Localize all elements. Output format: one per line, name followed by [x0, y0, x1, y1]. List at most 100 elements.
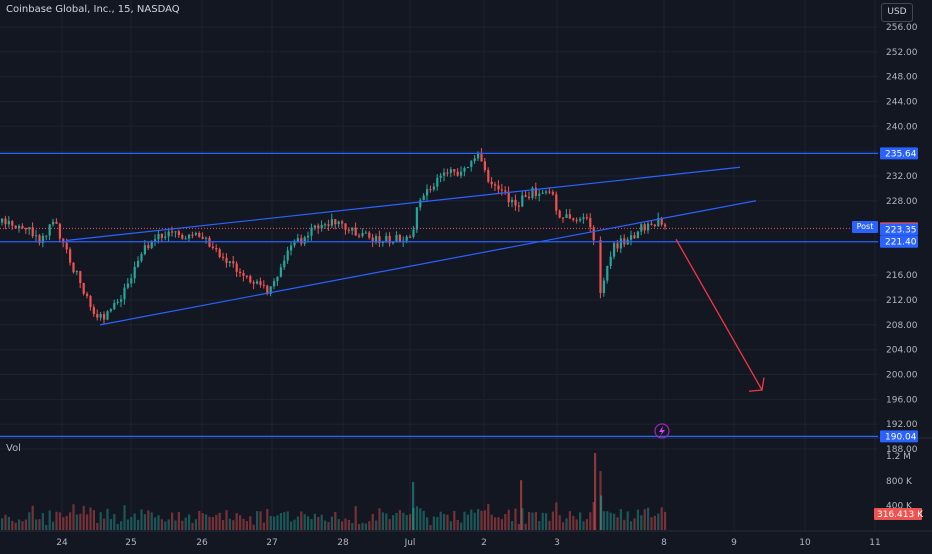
volume-label[interactable]: Vol — [6, 443, 21, 454]
candle — [28, 227, 31, 230]
candle — [109, 309, 112, 312]
volume-bar — [293, 519, 296, 530]
candle — [120, 299, 123, 302]
volume-bar — [643, 509, 646, 530]
candle — [133, 266, 136, 279]
time-tick: 27 — [266, 538, 277, 548]
candle — [613, 243, 616, 257]
price-label-bg — [880, 430, 918, 443]
volume-bar — [572, 515, 575, 530]
volume-bar — [28, 512, 31, 530]
volume-bar — [279, 512, 282, 530]
candle — [463, 167, 466, 172]
candle — [664, 224, 667, 227]
volume-bar — [45, 525, 48, 530]
candle — [429, 189, 432, 191]
candle — [171, 231, 174, 233]
volume-bar — [232, 520, 235, 530]
volume-bar — [490, 514, 493, 530]
lightning-icon[interactable] — [654, 423, 670, 439]
candle — [371, 237, 374, 243]
candle — [147, 245, 150, 249]
price-tick: 248.00 — [886, 73, 918, 83]
volume-bar — [470, 509, 473, 530]
candle — [150, 240, 153, 249]
candle — [354, 227, 357, 236]
candle — [446, 172, 449, 174]
volume-bar — [38, 519, 41, 530]
candle — [412, 229, 415, 237]
volume-bar — [75, 514, 78, 530]
candle — [273, 281, 276, 287]
volume-bar — [300, 511, 303, 530]
candle — [293, 241, 296, 246]
volume-bar — [619, 509, 622, 530]
volume-current-bg — [874, 508, 922, 520]
candle — [602, 280, 605, 293]
candle — [541, 192, 544, 194]
volume-bar — [520, 480, 523, 530]
candle — [647, 223, 650, 231]
price-tick: 244.00 — [886, 97, 918, 107]
volume-bar — [483, 510, 486, 530]
volume-bar — [453, 510, 456, 530]
candle — [194, 233, 197, 235]
volume-bar — [432, 516, 435, 530]
price-tick: 256.00 — [886, 23, 918, 33]
volume-bar — [609, 512, 612, 530]
candle — [140, 254, 143, 261]
candle — [303, 237, 306, 244]
volume-bar — [422, 510, 425, 530]
volume-bar — [439, 511, 442, 530]
volume-bar — [633, 518, 636, 530]
candle — [113, 302, 116, 310]
volume-bar — [354, 506, 357, 530]
volume-bar — [558, 515, 561, 530]
volume-bar — [130, 517, 133, 530]
volume-bar — [585, 519, 588, 530]
candle — [436, 177, 439, 187]
volume-bar — [296, 516, 299, 530]
candle — [18, 225, 21, 229]
volume-bar — [507, 509, 510, 530]
volume-bar — [381, 512, 384, 530]
price-label: 190.04 — [885, 432, 917, 442]
volume-bar — [511, 521, 514, 530]
volume-bar — [456, 519, 459, 530]
candle — [35, 235, 38, 237]
volume-bar — [647, 507, 650, 530]
time-tick: 8 — [661, 538, 667, 548]
symbol-title[interactable]: Coinbase Global, Inc., 15, NASDAQ — [6, 4, 180, 15]
volume-bar — [109, 518, 112, 530]
volume-bar — [205, 514, 208, 530]
volume-bar — [579, 512, 582, 530]
candle — [154, 239, 157, 241]
candle — [432, 186, 435, 190]
candle — [643, 224, 646, 231]
volume-bar — [92, 510, 95, 530]
candle — [490, 181, 493, 185]
candle — [483, 161, 486, 171]
candle — [65, 242, 68, 250]
candle — [181, 235, 184, 239]
volume-bar — [538, 521, 541, 530]
candle — [279, 267, 282, 277]
candle — [565, 214, 568, 218]
candle — [419, 200, 422, 208]
candle — [198, 233, 201, 237]
time-tick: 2 — [481, 538, 487, 548]
volume-bar — [266, 508, 269, 530]
volume-tick: 1.2 M — [886, 452, 911, 462]
volume-bar — [249, 516, 252, 530]
volume-bar — [565, 518, 568, 530]
price-label-bg — [880, 147, 918, 160]
volume-bar — [657, 513, 660, 530]
candle — [14, 225, 17, 229]
candle — [21, 225, 24, 228]
currency-button[interactable]: USD — [881, 3, 913, 22]
volume-bar — [582, 521, 585, 530]
candle — [96, 313, 99, 318]
volume-bar — [307, 516, 310, 530]
